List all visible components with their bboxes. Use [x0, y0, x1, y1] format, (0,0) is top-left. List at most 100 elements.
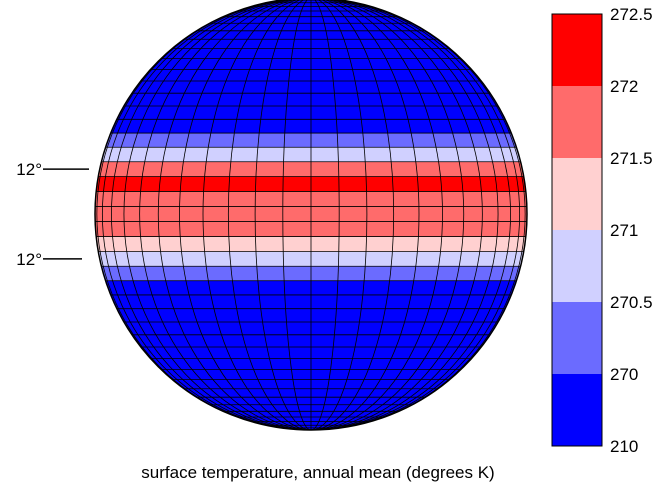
temperature-cell [204, 161, 232, 177]
temperature-cell [283, 161, 312, 177]
temperature-cell [479, 236, 498, 252]
temperature-cell [228, 206, 256, 222]
temperature-cell [179, 191, 204, 207]
temperature-cell [96, 206, 103, 222]
temperature-cell [283, 251, 312, 267]
colorbar-tick-label: 271 [610, 221, 638, 240]
temperature-cell [393, 221, 420, 237]
temperature-cell [334, 321, 360, 335]
temperature-cell [203, 236, 230, 252]
temperature-cell [255, 176, 284, 192]
temperature-cell [254, 206, 284, 222]
temperature-cell [438, 251, 462, 267]
temperature-cell [310, 58, 333, 70]
temperature-cell [210, 294, 237, 309]
temperature-cell [330, 358, 353, 370]
temperature-cell [387, 132, 414, 148]
temperature-cell [213, 105, 240, 120]
temperature-cell [258, 119, 286, 134]
temperature-cell [461, 176, 482, 192]
temperature-cell [456, 266, 478, 281]
temperature-cell [407, 294, 434, 309]
temperature-cell [352, 346, 377, 359]
temperature-cell [124, 176, 143, 192]
temperature-cell [310, 236, 340, 252]
temperature-cell [336, 280, 365, 296]
temperature-cell [410, 132, 437, 148]
temperature-cell [181, 161, 207, 177]
temperature-cell [213, 308, 240, 323]
temperature-cell [126, 161, 145, 177]
temperature-cell [288, 69, 312, 82]
temperature-cell [463, 206, 483, 222]
temperature-cell [310, 176, 340, 192]
temperature-cell [245, 346, 270, 359]
temperature-cell [494, 176, 510, 192]
temperature-cell [188, 119, 215, 134]
chart-caption: surface temperature, annual mean (degree… [141, 463, 494, 482]
temperature-cell [432, 280, 457, 296]
temperature-cell [234, 294, 261, 309]
temperature-cell [295, 23, 312, 32]
temperature-cell [410, 280, 437, 296]
temperature-cell [269, 58, 292, 70]
temperature-cell [354, 80, 380, 94]
temperature-cell [217, 321, 243, 335]
temperature-cell [338, 236, 367, 252]
temperature-cell [257, 280, 286, 296]
temperature-cell [393, 206, 420, 222]
temperature-cell [496, 221, 511, 237]
temperature-cell [361, 294, 388, 309]
temperature-cell [310, 48, 331, 59]
temperature-cell [202, 191, 229, 207]
temperature-cell [415, 161, 441, 177]
temperature-cell [310, 105, 337, 120]
temperature-cell [111, 191, 126, 207]
temperature-cell [140, 176, 161, 192]
temperature-cell [205, 266, 233, 281]
temperature-cell [336, 119, 364, 134]
temperature-cell [208, 132, 235, 148]
temperature-cell [286, 321, 312, 335]
temperature-cell [310, 69, 334, 82]
temperature-cell [310, 321, 336, 335]
temperature-cell [228, 191, 256, 207]
temperature-cell [482, 206, 499, 222]
temperature-cell [310, 358, 333, 370]
temperature-cell [310, 132, 339, 148]
temperature-cell [335, 105, 362, 120]
temperature-cell [418, 191, 443, 207]
temperature-cell [242, 80, 268, 94]
temperature-cell [111, 206, 125, 222]
temperature-cell [228, 221, 256, 237]
temperature-cell [310, 308, 337, 323]
temperature-cell [202, 206, 229, 222]
temperature-cell [310, 369, 331, 380]
temperature-cell [256, 266, 285, 281]
temperature-cell [310, 161, 339, 177]
temperature-cell [289, 358, 312, 370]
temperature-cell [283, 132, 312, 148]
colorbar-frame [551, 13, 603, 447]
temperature-cell [162, 147, 187, 162]
temperature-cell [245, 69, 270, 82]
colorbar-tick-label: 270.5 [610, 293, 653, 312]
temperature-cell [418, 221, 443, 237]
temperature-cell [266, 346, 291, 359]
temperature-cell [365, 236, 394, 252]
temperature-cell [438, 161, 462, 177]
temperature-cell [236, 105, 263, 120]
temperature-cell [288, 346, 312, 359]
temperature-cell [158, 221, 181, 237]
temperature-cell [357, 93, 383, 107]
grid-parallels [95, 0, 527, 430]
temperature-cell [262, 93, 288, 107]
temperature-cell [285, 308, 312, 323]
temperature-cell [413, 266, 439, 281]
temperature-cell [310, 388, 328, 398]
temperature-cell [102, 191, 113, 207]
temperature-cell [510, 206, 520, 222]
temperature-cell [236, 308, 263, 323]
temperature-cell [328, 48, 351, 59]
